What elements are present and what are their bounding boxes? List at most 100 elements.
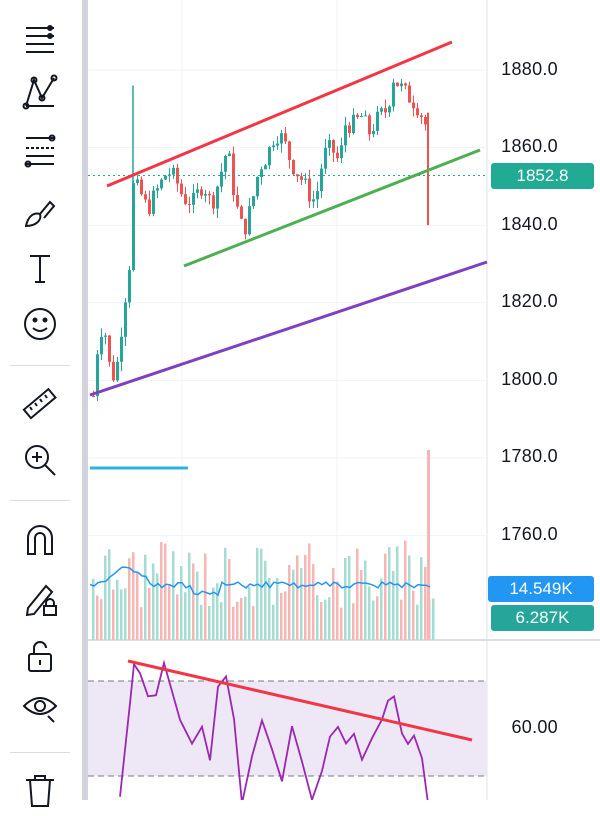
volume-bar — [336, 581, 339, 640]
candle-body — [388, 106, 391, 113]
price-axis-label: 1800.0 — [501, 369, 558, 389]
volume-bar — [320, 602, 323, 640]
candle-body — [424, 116, 427, 125]
candle-body — [300, 176, 303, 180]
volume-bar — [427, 450, 430, 640]
candle-body — [144, 194, 147, 200]
candle-body — [236, 195, 239, 207]
upper-trend-line — [106, 40, 453, 188]
current-price-badge: 1852.8 — [491, 163, 594, 189]
candle-body — [256, 176, 259, 197]
volume-bar — [216, 583, 219, 640]
chart-area[interactable]: 1880.0 1860.0 1840.0 1820.0 1800.0 1780.… — [82, 0, 600, 800]
volume-bar — [392, 570, 395, 640]
volume-bar — [304, 554, 307, 640]
volume-bar — [280, 592, 283, 640]
volume-ma-badge: 14.549K — [488, 576, 594, 602]
volume-bar — [132, 552, 135, 640]
trash-icon[interactable] — [14, 764, 66, 816]
volume-bar — [364, 560, 367, 640]
volume-bar — [344, 558, 347, 640]
text-tool-icon[interactable] — [14, 242, 66, 294]
volume-bar — [360, 570, 363, 640]
volume-bar — [236, 601, 239, 640]
volume-bar — [168, 584, 171, 640]
volume-bar — [224, 547, 227, 640]
volume-bar — [116, 579, 119, 640]
volume-bar — [272, 604, 275, 640]
candle-body — [200, 189, 203, 196]
drawing-toolbar — [0, 0, 82, 807]
candle-body — [328, 140, 331, 148]
toolbar-divider — [10, 752, 70, 753]
volume-bar — [172, 551, 175, 640]
volume-bar — [420, 557, 423, 640]
ruler-icon[interactable] — [14, 378, 66, 430]
volume-bar — [268, 577, 271, 640]
candle-body — [252, 196, 255, 207]
candle-body — [324, 147, 327, 169]
visibility-icon[interactable] — [14, 680, 66, 732]
candle-body — [164, 175, 167, 180]
volume-bar — [396, 546, 399, 640]
emoji-icon[interactable] — [14, 298, 66, 350]
scrollbar-handle — [82, 0, 88, 800]
volume-bar — [108, 549, 111, 640]
candle-body — [352, 114, 355, 134]
volume-bar — [416, 604, 419, 640]
candle-body — [372, 131, 375, 135]
unlock-icon[interactable] — [14, 630, 66, 682]
candle-body — [232, 153, 235, 196]
toolbar-divider — [10, 365, 70, 366]
magnet-icon[interactable] — [14, 514, 66, 566]
candle-body — [408, 85, 411, 103]
candle-body — [348, 125, 351, 134]
volume-bar — [144, 554, 147, 640]
candle-body — [116, 361, 119, 381]
candle-body — [276, 143, 279, 146]
volume-bar — [312, 564, 315, 640]
volume-bar — [196, 571, 199, 640]
volume-bar — [324, 599, 327, 640]
candle-body — [268, 147, 271, 166]
volume-bar — [408, 555, 411, 640]
candle-body — [304, 178, 307, 180]
candle-body — [392, 82, 395, 107]
candle-body — [192, 192, 195, 205]
candle-body — [272, 145, 275, 148]
candle-body — [156, 188, 159, 191]
volume-bar — [124, 588, 127, 640]
volume-bar — [376, 596, 379, 640]
toolbar-divider — [10, 500, 70, 501]
candle-body — [124, 302, 127, 337]
volume-bar — [340, 607, 343, 640]
candle-body — [132, 183, 135, 271]
price-chart[interactable] — [82, 0, 600, 800]
volume-bar — [308, 543, 311, 640]
candle-body — [420, 115, 423, 117]
candle-body — [260, 169, 263, 177]
volume-badge: 6.287K — [491, 605, 594, 631]
lock-drawings-icon[interactable] — [14, 572, 66, 624]
volume-bar — [112, 589, 115, 640]
pattern-icon[interactable] — [14, 66, 66, 118]
volume-bar — [128, 558, 131, 640]
volume-bar — [156, 573, 159, 640]
zoom-in-icon[interactable] — [14, 434, 66, 486]
volume-bar — [136, 572, 139, 640]
candle-body — [136, 179, 139, 184]
volume-bar — [164, 543, 167, 640]
crosshair-lines-icon[interactable] — [14, 12, 66, 64]
fib-retracement-icon[interactable] — [14, 124, 66, 176]
candle-body — [176, 167, 179, 184]
candle-body — [384, 108, 387, 113]
volume-bar — [244, 596, 247, 640]
brush-icon[interactable] — [14, 186, 66, 238]
candle-body — [368, 115, 371, 135]
volume-bar — [200, 604, 203, 640]
volume-bar — [92, 578, 95, 640]
candle-body — [196, 189, 199, 193]
volume-bar — [300, 568, 303, 640]
candle-body — [280, 133, 283, 144]
volume-bar — [180, 566, 183, 640]
